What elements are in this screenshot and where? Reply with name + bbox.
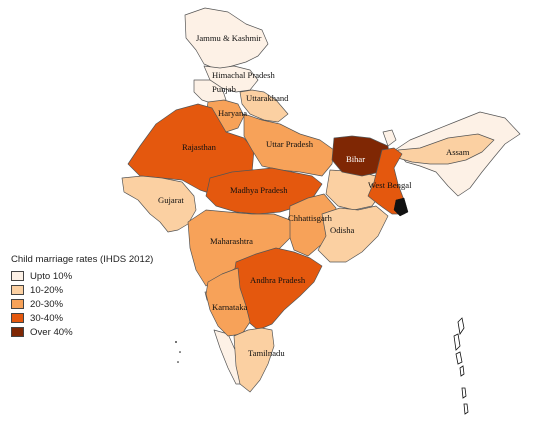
- state-region-assam: [397, 133, 495, 165]
- legend-swatch: [11, 285, 24, 295]
- sundarbans-shape: [393, 197, 409, 217]
- label-karnataka: Karnataka: [212, 302, 247, 312]
- label-west-bengal: West Bengal: [368, 180, 412, 190]
- legend-label: 30-40%: [30, 312, 64, 324]
- legend-swatch: [11, 271, 24, 281]
- legend-item: 20-30%: [11, 297, 153, 311]
- state-tamilnadu: [233, 327, 275, 393]
- label-uttar-pradesh: Uttar Pradesh: [266, 139, 314, 149]
- legend-label: 20-30%: [30, 298, 64, 310]
- map-legend: Child marriage rates (IHDS 2012) Upto 10…: [11, 254, 153, 339]
- label-chhattisgarh: Chhattisgarh: [288, 213, 333, 223]
- legend-label: Upto 10%: [30, 270, 73, 282]
- legend-swatch: [11, 313, 24, 323]
- state-uttar-pradesh: [243, 113, 335, 177]
- legend-item: Upto 10%: [11, 269, 153, 283]
- label-assam: Assam: [446, 147, 470, 157]
- lakshadweep-islands: [175, 341, 181, 363]
- legend-label: 10-20%: [30, 284, 64, 296]
- legend-swatch: [11, 327, 24, 337]
- label-bihar: Bihar: [346, 154, 365, 164]
- legend-title: Child marriage rates (IHDS 2012): [11, 254, 154, 265]
- label-jammu-kashmir: Jammu & Kashmir: [196, 33, 262, 43]
- state-karnataka: [205, 267, 251, 337]
- label-gujarat: Gujarat: [158, 195, 184, 205]
- state-region-sikkim: [382, 129, 397, 147]
- label-uttarakhand: Uttarakhand: [246, 93, 289, 103]
- label-rajasthan: Rajasthan: [182, 142, 217, 152]
- state-uttarakhand: [239, 89, 289, 123]
- state-odisha: [317, 205, 389, 263]
- legend-swatch: [11, 299, 24, 309]
- legend-item: Over 40%: [11, 325, 153, 339]
- legend-item: 30-40%: [11, 311, 153, 325]
- state-gujarat: [121, 175, 197, 233]
- label-punjab: Punjab: [212, 84, 236, 94]
- state-jammu-kashmir: [184, 7, 269, 71]
- legend-label: Over 40%: [30, 326, 73, 338]
- label-himachal-pradesh: Himachal Pradesh: [212, 70, 275, 80]
- label-tamilnadu: Tamilnadu: [248, 348, 285, 358]
- label-odisha: Odisha: [330, 225, 355, 235]
- label-maharashtra: Maharashtra: [210, 236, 253, 246]
- label-haryana: Haryana: [218, 108, 247, 118]
- andaman-nicobar-islands: [453, 317, 469, 415]
- legend-item: 10-20%: [11, 283, 153, 297]
- label-madhya-pradesh: Madhya Pradesh: [230, 185, 288, 195]
- label-andhra-pradesh: Andhra Pradesh: [250, 275, 306, 285]
- state-madhya-pradesh: [205, 167, 323, 215]
